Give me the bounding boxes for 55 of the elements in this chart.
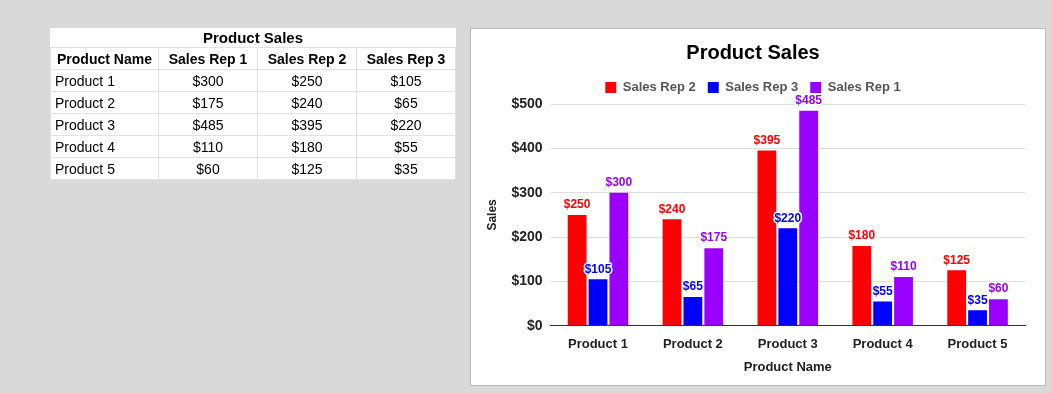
- y-tick-label: $300: [511, 183, 543, 200]
- x-axis-title: Product Name: [743, 358, 832, 374]
- text: $395: [291, 116, 323, 133]
- x-tick-label: Product 1: [568, 336, 628, 352]
- data-label: $175: [700, 230, 728, 245]
- data-label: $110: [890, 259, 917, 274]
- data-label: $60: [988, 281, 1009, 296]
- data-label: $180: [848, 228, 876, 243]
- text: $240: [291, 94, 323, 111]
- text: $35: [394, 160, 418, 177]
- text: $220: [390, 116, 422, 133]
- text: Sales Rep 1: [168, 50, 248, 67]
- data-label: $250: [563, 197, 591, 212]
- chart-title: Product Sales: [202, 29, 304, 46]
- text: $250: [291, 72, 323, 89]
- text: $65: [394, 94, 418, 111]
- y-tick-label: $100: [511, 272, 543, 289]
- text: $55: [394, 138, 418, 155]
- text: $175: [192, 94, 224, 111]
- category-label: Product 2: [55, 94, 115, 111]
- data-label: $300: [605, 175, 633, 190]
- text: Product Name: [57, 50, 152, 67]
- data-label: $395: [753, 132, 781, 147]
- x-tick-label: Product 5: [947, 336, 1008, 352]
- data-label: $240: [658, 201, 686, 216]
- text: Sales Rep 3: [366, 50, 446, 67]
- text: $60: [196, 160, 220, 177]
- text: $105: [390, 72, 422, 89]
- text: $485: [192, 116, 224, 133]
- x-tick-label: Product 2: [662, 336, 723, 352]
- y-tick-label: $500: [511, 94, 543, 111]
- text: $180: [291, 138, 323, 155]
- x-tick-label: Product 3: [757, 336, 818, 352]
- y-tick-label: $0: [526, 316, 543, 333]
- data-label: $485: [795, 92, 823, 107]
- data-label: $65: [682, 279, 704, 294]
- x-tick-label: Product 4: [852, 336, 914, 352]
- data-label: $55: [872, 283, 893, 298]
- data-label: $125: [943, 252, 971, 267]
- category-label: Product 1: [55, 72, 115, 89]
- legend-label: Sales Rep 2: [622, 79, 696, 95]
- y-tick-label: $200: [511, 227, 543, 244]
- text: Sales Rep 2: [267, 50, 347, 67]
- category-label: Product 3: [55, 116, 115, 133]
- text: $125: [291, 160, 323, 177]
- text: $110: [192, 138, 224, 155]
- text: $300: [192, 72, 224, 89]
- y-tick-label: $400: [511, 139, 543, 156]
- chart-title: Product Sales: [686, 40, 820, 63]
- category-label: Product 4: [55, 138, 115, 155]
- category-label: Product 5: [55, 160, 115, 177]
- legend-label: Sales Rep 3: [725, 79, 799, 95]
- legend-label: Sales Rep 1: [827, 79, 901, 95]
- y-axis-title: Sales: [484, 198, 499, 231]
- data-label: $35: [967, 292, 988, 307]
